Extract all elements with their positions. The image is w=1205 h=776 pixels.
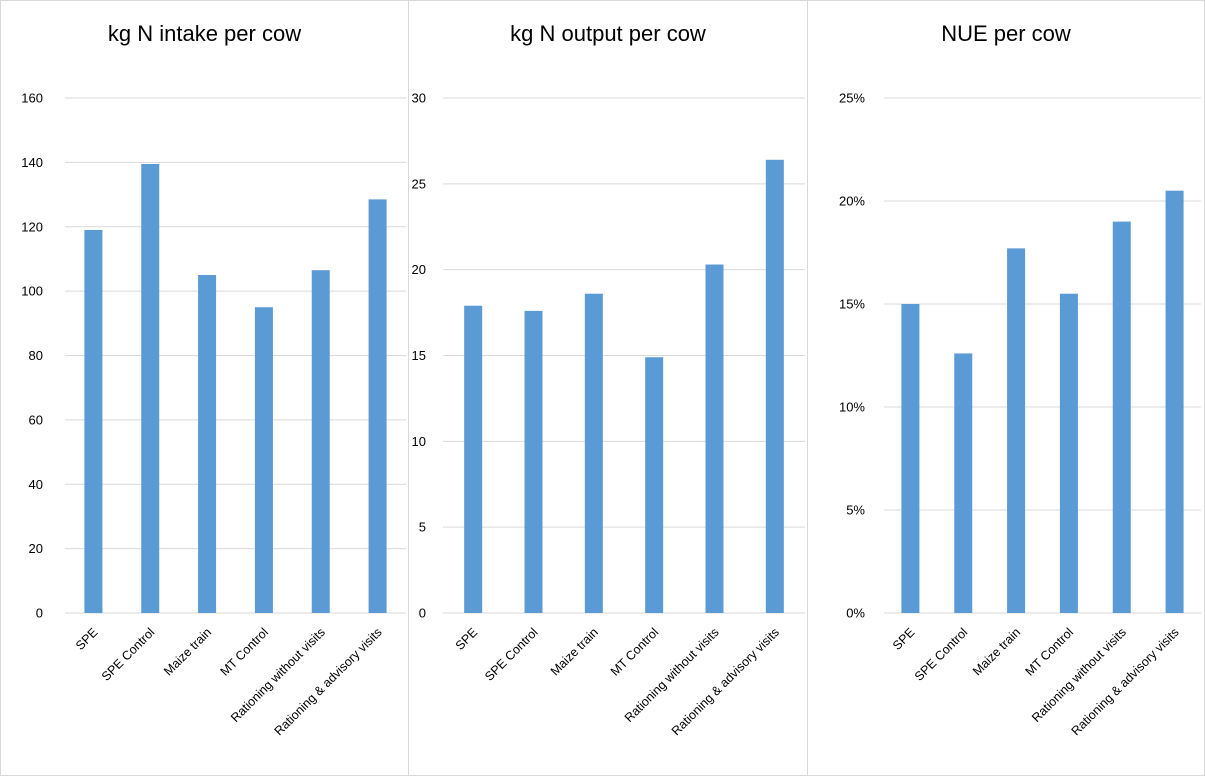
- y-tick-label: 0: [36, 606, 43, 621]
- y-tick-label: 160: [21, 91, 43, 106]
- bar: [84, 229, 103, 613]
- bar: [901, 304, 920, 613]
- y-tick-label: 5: [419, 520, 426, 535]
- bar: [584, 293, 603, 613]
- x-category-label: SPE: [890, 625, 918, 653]
- y-tick-label: 10%: [839, 400, 865, 415]
- bar: [141, 163, 160, 613]
- chart-title: kg N output per cow: [510, 21, 706, 46]
- y-tick-label: 25%: [839, 91, 865, 106]
- x-category-label: Maize train: [161, 625, 214, 678]
- bar: [198, 275, 217, 613]
- x-category-label: MT Control: [218, 625, 271, 678]
- bar-chart-output: 0 5 10 15 20 25 30 SPE SPE Control Maize train MT …: [412, 91, 805, 738]
- y-tick-label: 20: [412, 262, 426, 277]
- bar: [1165, 190, 1184, 613]
- bar: [954, 353, 973, 613]
- chart-panel-nue: NUE per cow 0% 5% 10% 15% 20% 25% SPE SPE Contr…: [807, 0, 1205, 776]
- y-tick-label: 30: [412, 91, 426, 106]
- x-category-label: MT Control: [608, 625, 661, 678]
- x-category-label: SPE: [73, 625, 101, 653]
- y-tick-label: 10: [412, 434, 426, 449]
- y-tick-label: 60: [29, 412, 43, 427]
- chart-title: kg N intake per cow: [107, 21, 302, 46]
- x-category-label: Rationing & advisory visits: [272, 625, 385, 738]
- y-tick-label: 100: [21, 284, 43, 299]
- y-tick-label: 25: [412, 176, 426, 191]
- chart-panel-intake: kg N intake per cow 0 20 40 60 80 100 120 140 16…: [0, 0, 409, 776]
- y-tick-label: 140: [21, 155, 43, 170]
- chart-title: NUE per cow: [941, 21, 1071, 46]
- y-tick-label: 80: [29, 348, 43, 363]
- bar: [524, 310, 543, 613]
- bar: [705, 264, 724, 613]
- x-category-label: SPE Control: [99, 625, 158, 684]
- x-category-label: Rationing without visits: [1029, 625, 1129, 725]
- x-category-label: Rationing & advisory visits: [669, 625, 782, 738]
- x-category-label: MT Control: [1023, 625, 1076, 678]
- y-tick-label: 120: [21, 219, 43, 234]
- y-tick-label: 20%: [839, 194, 865, 209]
- x-category-label: Rationing & advisory visits: [1069, 625, 1182, 738]
- x-category-label: SPE Control: [482, 625, 541, 684]
- y-tick-label: 0%: [846, 606, 865, 621]
- y-tick-label: 20: [29, 541, 43, 556]
- chart-panel-output: kg N output per cow 0 5 10 15 20 25 30 SPE SPE C…: [408, 0, 808, 776]
- y-tick-label: 5%: [846, 503, 865, 518]
- bar: [311, 270, 330, 613]
- bar: [765, 159, 784, 614]
- bar: [464, 305, 483, 613]
- y-tick-label: 0: [419, 606, 426, 621]
- x-category-label: Maize train: [548, 625, 601, 678]
- y-tick-label: 15: [412, 348, 426, 363]
- x-category-label: Maize train: [970, 625, 1023, 678]
- x-category-label: SPE Control: [912, 625, 971, 684]
- bar: [1059, 293, 1078, 613]
- bar: [1112, 221, 1131, 613]
- x-category-label: SPE: [453, 625, 481, 653]
- bar: [254, 307, 273, 613]
- y-tick-label: 40: [29, 477, 43, 492]
- bar: [645, 357, 664, 613]
- x-category-label: Rationing without visits: [228, 625, 328, 725]
- bar: [1007, 248, 1026, 613]
- bar: [368, 199, 387, 613]
- y-tick-label: 15%: [839, 297, 865, 312]
